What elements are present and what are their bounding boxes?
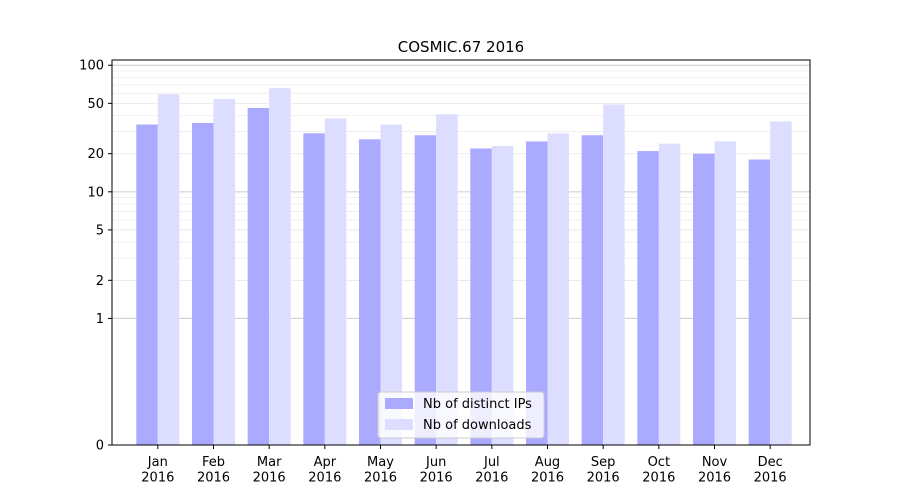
x-tick-label: Oct [648,455,670,470]
bar-distinct-ips [693,153,715,446]
x-tick-label: 2016 [197,471,230,486]
x-tick-label: 2016 [698,471,731,486]
y-tick-label: 2 [96,274,104,289]
x-tick-label: 2016 [253,471,286,486]
x-tick-label: Aug [535,455,560,470]
chart-title: COSMIC.67 2016 [398,38,524,56]
x-tick-label: 2016 [364,471,397,486]
x-tick-label: Feb [202,455,225,470]
bar-downloads [770,121,792,445]
y-tick-label: 100 [79,59,104,74]
bar-downloads [324,118,347,445]
bar-downloads [157,94,180,446]
bars-layer [136,88,792,446]
bar-downloads [603,104,625,445]
bar-downloads [436,114,458,445]
x-tick-label: 2016 [642,471,675,486]
y-tick-label: 20 [87,147,104,162]
x-tick-label: Nov [702,455,728,470]
x-tick-label: 2016 [475,471,508,486]
bar-distinct-ips [247,107,270,446]
bar-downloads [547,133,569,445]
x-tick-label: Jul [483,455,500,470]
legend-label-distinct-ips: Nb of distinct IPs [423,397,532,412]
bar-downloads [380,124,402,445]
bar-distinct-ips [192,122,214,445]
legend: Nb of distinct IPs Nb of downloads [377,391,545,439]
x-tick-label: 2016 [141,471,174,486]
x-axis: Jan2016Feb2016Mar2016Apr2016May2016Jun20… [141,445,787,486]
x-tick-label: 2016 [420,471,453,486]
plot-frame [111,59,811,446]
bar-distinct-ips [526,141,548,445]
bar-distinct-ips [637,151,659,445]
bar-distinct-ips [303,133,325,445]
legend-box [377,391,545,439]
bar-distinct-ips [470,148,492,445]
bar-downloads [269,88,291,445]
bar-distinct-ips [136,124,158,445]
x-tick-label: 2016 [754,471,787,486]
x-tick-label: May [367,455,394,470]
y-tick-label: 1 [96,312,104,327]
y-tick-label: 50 [87,97,104,112]
y-tick-label: 10 [87,185,104,200]
y-tick-label: 5 [96,223,104,238]
bar-downloads [491,146,514,445]
x-tick-label: Apr [314,455,337,470]
bar-distinct-ips [581,135,604,445]
legend-label-downloads: Nb of downloads [423,418,532,433]
x-tick-label: 2016 [587,471,620,486]
x-tick-label: Sep [591,455,616,470]
x-tick-label: Mar [257,455,282,470]
y-axis: 0 1 2 5 10 20 50 100 [79,59,112,454]
bar-downloads [213,99,235,445]
bar-downloads [714,141,736,445]
x-tick-label: 2016 [531,471,564,486]
y-tick-label: 0 [96,439,104,454]
bar-downloads [658,143,681,445]
x-tick-label: Dec [758,455,783,470]
bar-distinct-ips [414,135,437,445]
legend-swatch-distinct-ips [385,398,413,409]
bar-distinct-ips [359,139,381,445]
legend-swatch-downloads [385,419,413,430]
x-tick-label: Jun [425,455,446,470]
bar-distinct-ips [748,159,771,445]
x-tick-label: Jan [147,455,168,470]
x-tick-label: 2016 [308,471,341,486]
